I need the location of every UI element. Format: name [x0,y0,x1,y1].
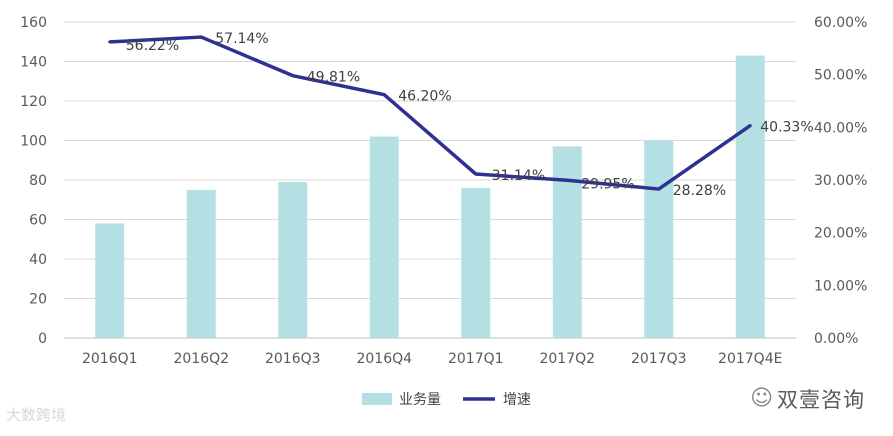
line-data-label: 49.81% [307,70,360,86]
y-left-tick-label: 40 [29,252,47,268]
y-left-tick-label: 140 [20,55,47,71]
x-tick-label: 2017Q2 [539,351,595,367]
bar [552,146,582,338]
bar [95,223,125,338]
line-data-label: 46.20% [398,89,451,105]
y-left-tick-label: 120 [20,94,47,110]
legend-swatch-bars [362,393,392,405]
line-data-label: 29.95% [581,176,634,192]
x-tick-label: 2017Q4E [718,351,782,367]
y-right-tick-label: 40.00% [814,120,867,136]
line-point [108,40,112,44]
y-left-tick-label: 60 [29,213,47,229]
legend-label-bars: 业务量 [399,392,441,408]
y-right-tick-label: 10.00% [814,278,867,294]
line-point [291,74,295,78]
y-right-tick-label: 20.00% [814,226,867,242]
line-point [748,124,752,128]
x-tick-label: 2017Q1 [448,351,504,367]
bar [461,187,491,338]
y-right-tick-label: 50.00% [814,68,867,84]
line-data-label: 56.22% [126,38,179,54]
legend-label-line: 增速 [503,392,531,408]
y-left-tick-label: 160 [20,15,47,31]
x-tick-label: 2017Q3 [631,351,687,367]
line-data-label: 28.28% [673,183,726,199]
line-data-label: 40.33% [760,120,813,136]
y-left-tick-label: 100 [20,134,47,150]
y-right-tick-label: 60.00% [814,15,867,31]
line-point [199,35,203,39]
x-tick-label: 2016Q4 [356,351,412,367]
bar [186,189,216,338]
x-tick-label: 2016Q2 [173,351,229,367]
y-right-tick-label: 30.00% [814,173,867,189]
bar [644,140,674,338]
watermark-left: 大数跨境 [6,406,67,424]
y-left-tick-label: 0 [38,331,47,347]
bar [735,55,765,338]
line-data-label: 57.14% [215,31,268,47]
x-tick-label: 2016Q1 [82,351,138,367]
line-point [474,172,478,176]
bar [278,181,308,338]
line-data-label: 31.14% [492,168,545,184]
line-point [657,187,661,191]
line-point [565,178,569,182]
y-left-tick-label: 80 [29,173,47,189]
bar [369,136,399,338]
growth-line [109,35,752,191]
line-point [382,93,386,97]
y-left-tick-label: 20 [29,292,47,308]
x-tick-label: 2016Q3 [265,351,321,367]
watermark-right: 双壹咨询 [777,388,865,412]
wechat-icon: ☺ [750,386,773,411]
y-right-tick-label: 0.00% [814,331,858,347]
